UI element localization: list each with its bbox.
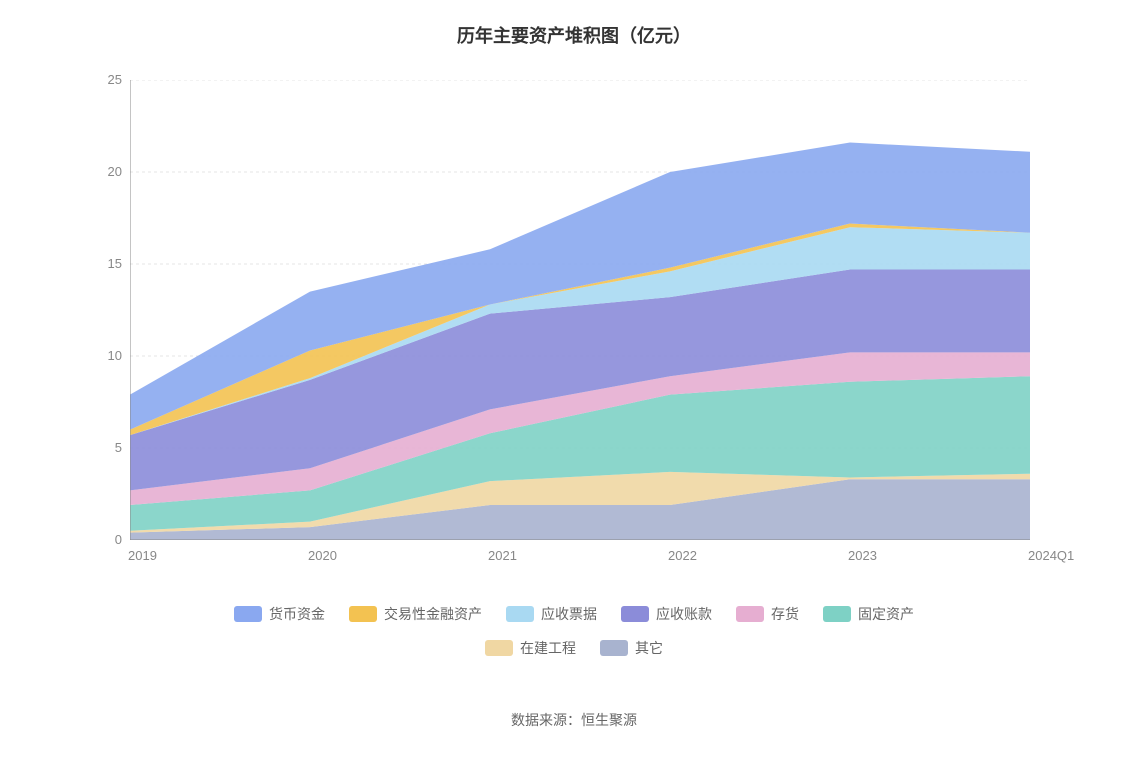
legend-swatch — [736, 606, 764, 622]
chart-container: 历年主要资产堆积图（亿元） 0 5 10 15 20 25 2019 2020 2021 202… — [0, 0, 1148, 776]
legend-label: 其它 — [635, 638, 663, 658]
legend-item-notes[interactable]: 应收票据 — [506, 604, 597, 624]
legend-label: 存货 — [771, 604, 799, 624]
legend-item-cip[interactable]: 在建工程 — [485, 638, 576, 658]
legend-label: 固定资产 — [858, 604, 914, 624]
legend-swatch — [823, 606, 851, 622]
x-tick-label: 2022 — [668, 548, 697, 563]
legend-item-inventory[interactable]: 存货 — [736, 604, 799, 624]
legend-item-fixed[interactable]: 固定资产 — [823, 604, 914, 624]
legend-row: 在建工程 其它 — [0, 634, 1148, 662]
legend-item-ar[interactable]: 应收账款 — [621, 604, 712, 624]
legend-swatch — [506, 606, 534, 622]
y-tick-label: 5 — [82, 440, 122, 455]
x-tick-label: 2020 — [308, 548, 337, 563]
chart-title: 历年主要资产堆积图（亿元） — [0, 0, 1148, 48]
x-tick-label: 2024Q1 — [1028, 548, 1074, 563]
y-tick-label: 25 — [82, 72, 122, 87]
x-tick-label: 2023 — [848, 548, 877, 563]
legend-item-other[interactable]: 其它 — [600, 638, 663, 658]
y-tick-label: 20 — [82, 164, 122, 179]
stacked-area-svg — [130, 80, 1030, 540]
legend-item-cash[interactable]: 货币资金 — [234, 604, 325, 624]
legend-swatch — [349, 606, 377, 622]
data-source-label: 数据来源：恒生聚源 — [0, 710, 1148, 730]
y-tick-label: 15 — [82, 256, 122, 271]
legend-swatch — [600, 640, 628, 656]
y-tick-label: 0 — [82, 532, 122, 547]
legend-swatch — [621, 606, 649, 622]
y-tick-label: 10 — [82, 348, 122, 363]
legend-swatch — [234, 606, 262, 622]
legend-item-trading[interactable]: 交易性金融资产 — [349, 604, 482, 624]
legend-row: 货币资金 交易性金融资产 应收票据 应收账款 存货 固定资产 — [0, 600, 1148, 628]
legend-label: 应收账款 — [656, 604, 712, 624]
chart-plot-area — [130, 80, 1030, 540]
legend-label: 在建工程 — [520, 638, 576, 658]
legend-label: 货币资金 — [269, 604, 325, 624]
legend-swatch — [485, 640, 513, 656]
x-tick-label: 2019 — [128, 548, 157, 563]
legend-label: 交易性金融资产 — [384, 604, 482, 624]
legend-label: 应收票据 — [541, 604, 597, 624]
x-tick-label: 2021 — [488, 548, 517, 563]
chart-legend: 货币资金 交易性金融资产 应收票据 应收账款 存货 固定资产在建工程 其它 — [0, 600, 1148, 668]
